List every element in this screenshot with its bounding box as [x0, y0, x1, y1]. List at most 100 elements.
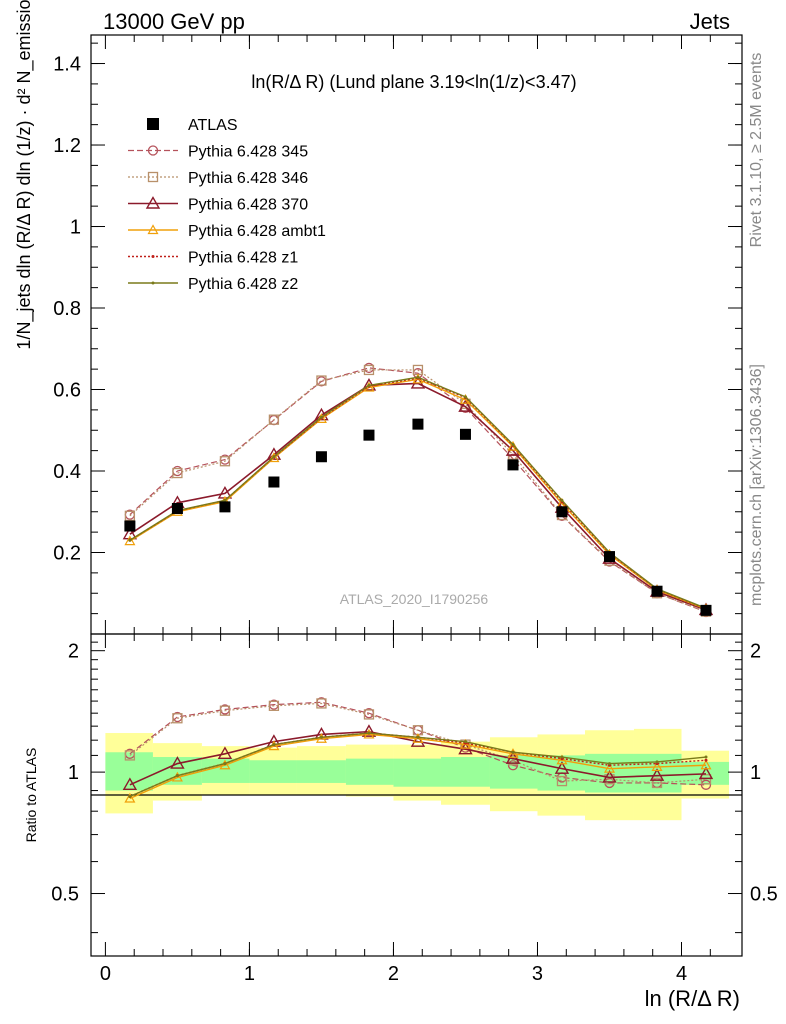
legend-label-p346: Pythia 6.428 346 — [188, 170, 308, 187]
series-point-p346 — [268, 414, 280, 425]
main-axis-ticks: 0.2 0.4 0.6 0.8 1 1.2 1.4 — [53, 35, 742, 634]
ratio-point-ambt1 — [124, 792, 136, 803]
inner-uncertainty-band — [585, 753, 634, 793]
series-point-z2 — [128, 538, 132, 542]
series-point-z2 — [463, 395, 467, 399]
main-ytick-label: 1 — [70, 217, 81, 239]
atlas-data-point — [268, 476, 280, 488]
ratio-point-p370 — [698, 766, 714, 780]
x-tick-label: 0 — [100, 963, 111, 985]
series-point-p346 — [363, 364, 375, 376]
main-ytick-label: 0.2 — [53, 543, 81, 565]
atlas-data-point — [603, 551, 615, 563]
ratio-point-ambt1 — [556, 754, 568, 765]
ratio-point-p370 — [170, 756, 185, 769]
series-point-ambt1 — [124, 535, 136, 546]
plot-title: ln(R/Δ R) (Lund plane 3.19<ln(1/z)<3.47) — [251, 72, 576, 92]
x-axis-label: ln (R/Δ R) — [645, 986, 740, 1011]
legend-marker-p345 — [147, 145, 159, 156]
ratio-frame — [90, 633, 743, 957]
legend-label-p370: Pythia 6.428 370 — [188, 197, 308, 214]
ratio-series-group — [122, 697, 714, 803]
ratio-point-p370 — [122, 777, 138, 791]
ratio-point-z2 — [175, 774, 179, 778]
legend-marker-z2 — [151, 281, 155, 285]
x-tick-label: 4 — [676, 963, 687, 985]
ratio-point-p346 — [316, 698, 327, 709]
ratio-line-p345 — [129, 701, 707, 786]
series-point-z2 — [367, 383, 371, 387]
legend-marker-p370 — [145, 196, 161, 209]
legend-marker-z1 — [151, 255, 155, 258]
series-point-p346 — [172, 467, 183, 479]
inner-uncertainty-band — [440, 757, 490, 787]
ratio-ytick-label-right: 0.5 — [750, 884, 778, 906]
series-point-z2 — [511, 443, 515, 447]
ratio-ytick-label-right: 2 — [750, 641, 761, 663]
main-series-group — [122, 362, 714, 618]
header-right: Jets — [690, 9, 730, 34]
atlas-data-point — [556, 506, 568, 518]
ratio-point-z2 — [319, 735, 323, 739]
ratio-point-p370 — [554, 761, 570, 774]
x-tick-label: 2 — [388, 963, 399, 985]
series-line-ambt1 — [129, 378, 707, 610]
main-panel: 0.2 0.4 0.6 0.8 1 1.2 1.4 ln(R/Δ R) (Lund plan… — [53, 34, 743, 635]
ratio-axis-ticks: 0.5 0.5 1 1 2 2 — [51, 634, 778, 956]
atlas-data-point — [315, 451, 327, 463]
ratio-point-p346 — [700, 774, 712, 785]
ratio-point-z2 — [416, 735, 420, 739]
atlas-data-point — [412, 418, 424, 430]
legend-marker-atlas — [147, 118, 159, 130]
rivet-label: Rivet 3.1.10, ≥ 2.5M events — [748, 53, 765, 248]
main-ytick-label: 0.4 — [53, 461, 81, 483]
atlas-data-point — [363, 429, 375, 441]
ratio-point-z1 — [704, 758, 708, 762]
series-line-z2 — [129, 376, 707, 609]
ratio-point-ambt1 — [700, 759, 712, 770]
ratio-point-z2 — [367, 731, 371, 735]
legend-marker-p346 — [147, 171, 159, 183]
x-tick-label: 1 — [244, 963, 255, 985]
legend-label-z2: Pythia 6.428 z2 — [188, 276, 298, 293]
y-axis-label-ratio: Ratio to ATLAS — [23, 748, 39, 843]
legend-label-p345: Pythia 6.428 345 — [188, 144, 308, 161]
ratio-point-p370 — [361, 724, 377, 737]
ratio-ytick-label-right: 1 — [750, 762, 761, 784]
ratio-point-z2 — [511, 750, 515, 754]
ratio-point-z2 — [223, 762, 227, 766]
series-point-p346 — [124, 510, 136, 521]
series-point-z2 — [560, 498, 564, 502]
atlas-data-point — [507, 459, 519, 471]
legend-label-z1: Pythia 6.428 z1 — [188, 250, 298, 267]
ratio-point-ambt1 — [651, 761, 663, 772]
ratio-point-p370 — [649, 768, 665, 781]
main-ytick-label: 1.4 — [53, 54, 81, 76]
inner-uncertainty-band — [296, 760, 346, 783]
series-point-p346 — [316, 375, 327, 386]
ratio-point-ambt1 — [507, 748, 519, 758]
ratio-point-z2 — [704, 755, 708, 759]
ratio-line-p346 — [129, 702, 707, 784]
main-ytick-label: 1.2 — [53, 135, 81, 157]
ratio-point-z2 — [607, 762, 611, 766]
ratio-point-p346 — [172, 713, 183, 724]
series-point-z2 — [272, 455, 276, 459]
ratio-ytick-label: 2 — [68, 641, 79, 663]
ratio-point-p370 — [410, 734, 426, 747]
y-axis-label-main: 1/N_jets dln (R/Δ R) dln (1/z) · d² N_em… — [14, 0, 35, 350]
legend-label-atlas: ATLAS — [188, 117, 238, 134]
atlas-data-point — [651, 585, 663, 597]
inner-uncertainty-band — [345, 758, 394, 785]
ratio-point-z2 — [128, 795, 132, 799]
ratio-panel: 0.5 0.5 1 1 2 2 — [51, 633, 778, 957]
series-point-p370 — [458, 399, 473, 412]
atlas-data-point — [171, 502, 183, 514]
series-point-z2 — [416, 375, 420, 379]
ratio-point-z2 — [655, 760, 659, 764]
ratio-ytick-label: 0.5 — [51, 884, 79, 906]
analysis-watermark: ATLAS_2020_I1790256 — [340, 591, 489, 607]
ratio-point-p370 — [217, 746, 233, 760]
ratio-ytick-label: 1 — [68, 762, 79, 784]
header-left: 13000 GeV pp — [103, 9, 245, 34]
